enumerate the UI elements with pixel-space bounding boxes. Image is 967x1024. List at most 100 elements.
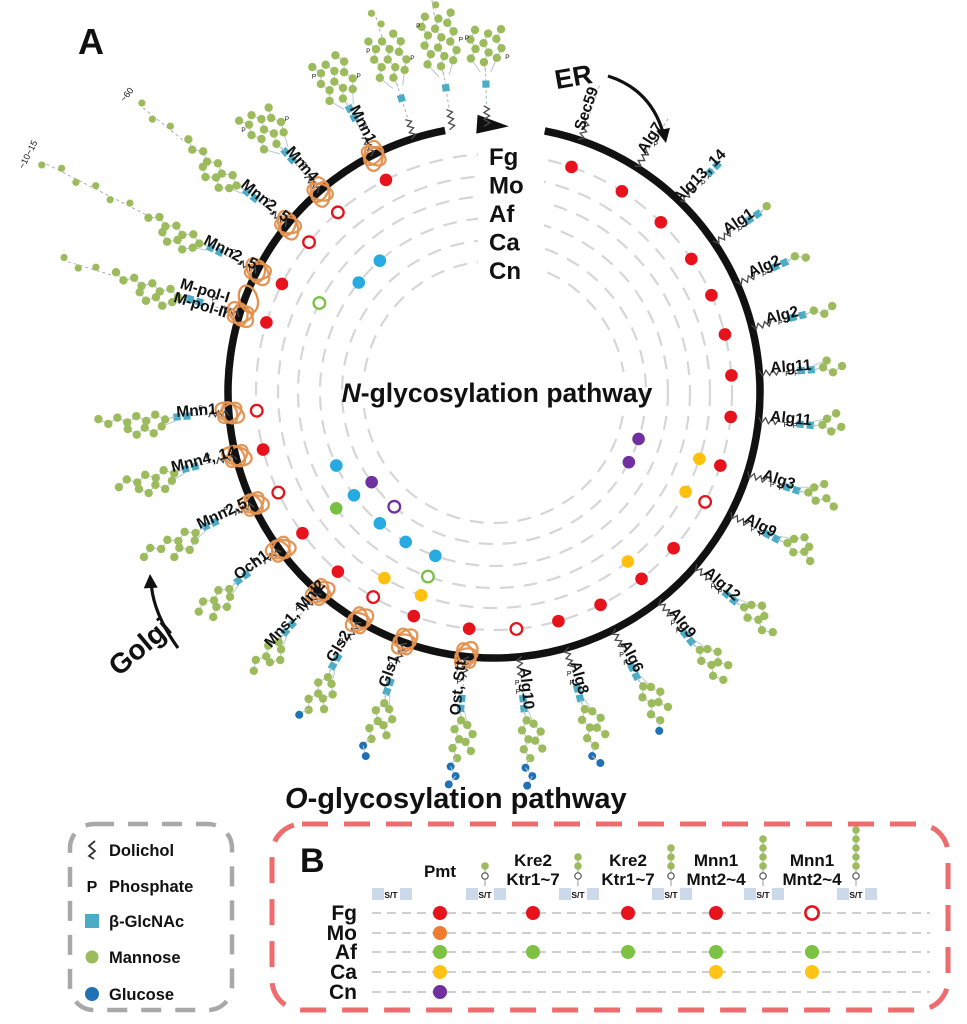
st-acceptor-icon: S/T [466,862,506,900]
mannose-circle-icon [173,292,183,302]
legend-border [67,821,235,1013]
glcnac-square-icon [771,533,781,544]
species-legend-label: Mo [489,173,524,200]
panel-b-title: O-glycosylation pathway [285,783,627,815]
phosphate-p-icon: P [619,652,624,659]
species-dot [615,184,629,198]
mannose-circle-icon [266,113,276,123]
golgi-enzyme-protein-icon [392,633,417,650]
glucose-circle-icon [444,780,453,789]
mannose-circle-icon [325,86,334,95]
glcnac-square-icon [327,661,338,671]
mannose-circle-icon [151,473,160,483]
mannose-circle-icon [389,29,398,38]
mannose-circle-icon [151,293,161,302]
phosphate-p-icon: P [770,482,775,489]
o-species-dot [526,906,540,920]
golgi-enzyme-protein-icon [221,401,239,425]
mannose-circle-icon [211,173,221,182]
mannose-circle-icon [160,415,170,424]
dolichol-squiggle-icon [208,409,230,418]
golgi-enzyme-protein-icon [363,145,385,167]
mannose-circle-icon [166,122,174,130]
glcnac-square-icon [631,671,642,682]
mannose-circle-icon [470,25,480,35]
glcnac-square-icon [572,684,582,693]
mannose-circle-icon [318,694,328,703]
mannose-circle-icon [138,99,146,107]
species-dot [685,252,698,266]
glycan-branch-line [737,598,765,617]
enzyme-label-line: Gls1 [376,652,403,690]
mannose-circle-icon [330,66,339,76]
st-label: S/T [849,890,863,900]
mannose-circle-icon [265,658,275,667]
glcnac-square-icon [797,366,806,375]
o-enzyme-label: Mnn1 Mnt2~4 [782,851,842,889]
phosphate-p-icon: P [366,48,370,55]
phosphate-p-icon: P [569,680,574,687]
glcnac-square-icon [788,313,798,322]
st-acceptor-icon: S/T [559,853,599,900]
golgi-enzyme-protein-icon [279,213,298,237]
glycan-stem-line [587,83,601,120]
glcnac-square-icon [704,167,715,178]
mannose-circle-icon [134,484,144,494]
mannose-circle-icon [837,422,846,432]
phosphate-p-icon: P [505,54,509,61]
mannose-circle-icon [172,221,181,230]
species-dot [552,614,565,628]
mannose-circle-icon [158,228,167,237]
dolichol-squiggle-icon [515,656,525,678]
o-enzyme-label-line: Ktr1~7 [601,870,654,889]
er-arrowhead-icon [656,127,670,143]
glcnac-square-icon [385,677,395,687]
mannose-circle-icon [92,263,100,271]
mannose-circle-icon [167,297,177,307]
dolichol-squiggle-icon [712,229,731,245]
mannose-circle-icon [820,309,829,318]
mannose-circle-icon [174,536,183,546]
glcnac-square-icon [214,247,225,258]
mannose-circle-icon [321,60,330,69]
mannose-circle-icon [426,50,436,59]
symbol-legend-box: Dolichol P Phosphate β-GlcNAc Mannose Glucose [67,821,235,1013]
chain-length-annotation: ~10~15 [17,139,40,171]
phosphate-p-icon: P [750,527,755,534]
o-enzyme-label-line: Ktr1~7 [506,870,559,889]
mannose-circle-icon [133,478,142,487]
phosphate-p-icon: P [717,589,722,596]
mannose-circle-icon [837,361,847,371]
mannose-circle-icon [92,182,100,190]
glcnac-square-icon [796,420,805,429]
mannose-circle-icon [811,496,820,505]
species-dot-open [387,499,402,514]
golgi-label: Golgi [103,612,178,682]
enzyme-label: Mnn4, 14 [170,443,239,476]
enzyme-label: Alg2 [764,303,801,328]
mannose-circle-icon [757,601,767,610]
o-species-dot-open [804,905,820,921]
mannose-circle-icon [762,201,771,211]
dolichol-squiggle-icon [405,119,417,140]
enzyme-label: Mnn2, 5 [201,232,260,274]
mannose-circle-icon [809,306,819,315]
glucose-circle-icon [361,752,370,761]
mannose-circle-icon [385,44,394,54]
phosphate-p-icon: P [362,123,367,130]
er-label: ER [552,59,594,95]
mannose-circle-icon [257,134,266,144]
glucose-circle-icon [85,987,99,1001]
mannose-circle-icon [697,656,706,666]
enzyme-station: P ~10~15 Mnn2, 5 [17,139,273,287]
mannose-circle-icon [198,162,208,171]
mannose-circle-icon [739,603,749,612]
species-dot [693,452,706,466]
panel-a-title: N-glycosylation pathway [342,378,653,408]
mannose-circle-icon [530,736,540,745]
mannose-circle-icon [85,950,99,964]
glcnac-square-icon [520,704,528,713]
mannose-circle-icon [148,279,157,288]
mannose-circle-icon [852,853,860,861]
